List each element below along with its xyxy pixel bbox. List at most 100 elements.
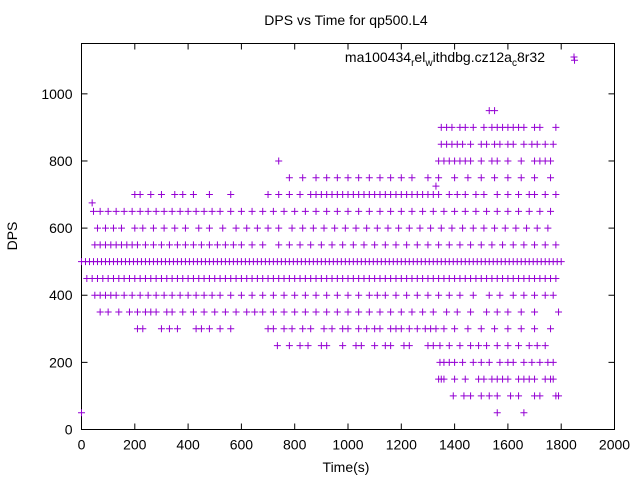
data-point (436, 342, 444, 350)
data-point (408, 308, 416, 316)
data-point (483, 207, 491, 215)
data-point (531, 308, 539, 316)
data-point (456, 342, 464, 350)
data-point (557, 258, 565, 266)
data-point (381, 291, 389, 299)
data-point (549, 375, 557, 383)
data-point (480, 375, 488, 383)
x-tick-label: 0 (78, 437, 86, 453)
data-point (355, 291, 363, 299)
data-point (387, 342, 395, 350)
data-point (520, 409, 528, 417)
data-point (376, 174, 384, 182)
data-point (387, 174, 395, 182)
data-point (424, 291, 432, 299)
data-point (376, 207, 384, 215)
data-point (504, 308, 512, 316)
data-point (349, 241, 357, 249)
data-point (504, 342, 512, 350)
data-point (171, 191, 179, 199)
data-point (141, 241, 149, 249)
data-point (173, 241, 181, 249)
data-point (205, 241, 213, 249)
data-point (104, 207, 112, 215)
data-point (285, 241, 293, 249)
legend-label-part: ma100434 (345, 49, 411, 65)
data-point (432, 182, 440, 190)
legend-marker (570, 53, 578, 61)
data-point (405, 325, 413, 333)
data-point (237, 291, 245, 299)
data-point (483, 308, 491, 316)
data-point (555, 308, 563, 316)
data-point (296, 342, 304, 350)
data-point (120, 207, 128, 215)
data-point (451, 174, 459, 182)
data-point (275, 157, 283, 165)
data-point (280, 308, 288, 316)
data-point (435, 241, 443, 249)
data-point (333, 291, 341, 299)
data-point (131, 224, 139, 232)
x-tick-label: 2000 (599, 437, 630, 453)
legend-label-part: 8r32 (517, 49, 545, 65)
data-point (496, 291, 504, 299)
data-point (232, 308, 240, 316)
data-point (517, 157, 525, 165)
data-point (269, 325, 277, 333)
data-point (259, 241, 267, 249)
data-point (273, 342, 281, 350)
data-point (445, 241, 453, 249)
data-point (477, 174, 485, 182)
data-point (280, 291, 288, 299)
data-point (480, 224, 488, 232)
data-point (472, 207, 480, 215)
data-point (133, 241, 141, 249)
data-point (171, 224, 179, 232)
data-point (520, 241, 528, 249)
data-point (165, 325, 173, 333)
data-point (291, 207, 299, 215)
data-point (493, 157, 501, 165)
data-point (440, 325, 448, 333)
data-point (181, 241, 189, 249)
data-point (299, 224, 307, 232)
data-point (525, 207, 533, 215)
data-point (176, 207, 184, 215)
data-point (496, 140, 504, 148)
data-point (467, 157, 475, 165)
data-point (445, 191, 453, 199)
data-point (189, 308, 197, 316)
x-axis: 0 200 400 600 800 1000 1200 1400 1600 1800 2000 (78, 43, 630, 453)
data-point (429, 207, 437, 215)
data-point (339, 342, 347, 350)
data-point (216, 207, 224, 215)
data-point (427, 224, 435, 232)
x-tick-label: 800 (283, 437, 307, 453)
data-point (371, 342, 379, 350)
data-point (571, 56, 579, 64)
data-point (547, 207, 555, 215)
data-point (89, 207, 97, 215)
data-point (467, 342, 475, 350)
data-point (429, 342, 437, 350)
data-point (520, 291, 528, 299)
data-point (112, 207, 120, 215)
data-point (88, 199, 96, 207)
data-point (541, 140, 549, 148)
data-point (157, 325, 165, 333)
data-point (291, 308, 299, 316)
data-point (205, 325, 213, 333)
data-point (451, 375, 459, 383)
data-point (509, 241, 517, 249)
data-point (248, 291, 256, 299)
data-point (78, 409, 85, 417)
data-point (480, 191, 488, 199)
data-point (533, 224, 541, 232)
data-point (280, 325, 288, 333)
data-point (96, 207, 104, 215)
data-point (413, 325, 421, 333)
data-point (403, 241, 411, 249)
x-tick-label: 1400 (439, 437, 470, 453)
data-point (547, 325, 555, 333)
